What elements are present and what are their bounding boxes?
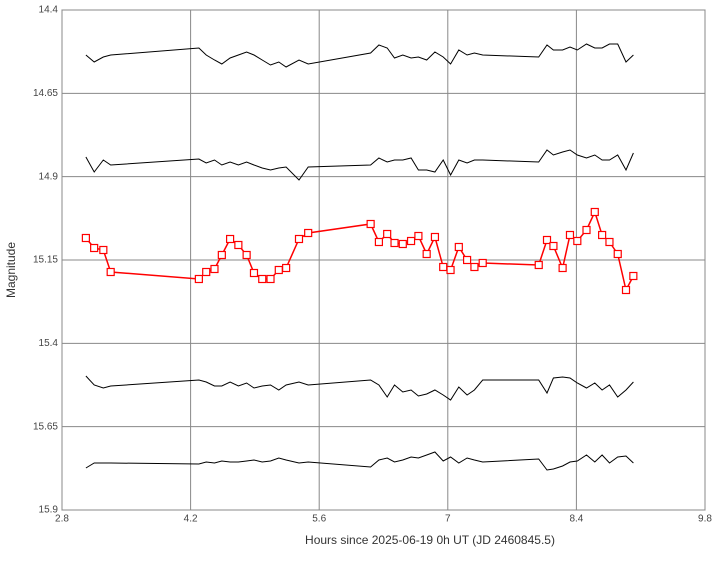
data-point	[249, 268, 259, 278]
y-tick-label: 15.4	[39, 338, 59, 349]
data-point	[390, 238, 399, 248]
y-tick-label: 14.65	[33, 88, 58, 99]
data-point	[217, 250, 226, 260]
x-tick-label: 2.8	[55, 514, 69, 525]
data-point	[81, 233, 90, 243]
data-point	[613, 249, 622, 259]
x-tick-label: 7	[445, 514, 451, 525]
data-point	[470, 262, 479, 272]
data-point	[282, 263, 291, 273]
data-point	[439, 262, 448, 272]
series-line	[85, 43, 634, 68]
data-point	[565, 230, 575, 240]
data-point	[534, 260, 543, 270]
y-tick-label: 15.65	[33, 421, 58, 432]
series-line	[85, 451, 634, 471]
data-point	[374, 237, 384, 247]
data-point	[266, 274, 275, 284]
series-line	[85, 375, 634, 401]
data-point	[558, 263, 567, 273]
data-point	[366, 219, 375, 229]
data-point	[225, 234, 235, 244]
data-point	[430, 232, 440, 242]
series-line	[85, 149, 634, 181]
data-point	[274, 265, 283, 275]
data-point	[478, 258, 487, 268]
data-point	[446, 265, 455, 275]
data-point	[258, 274, 267, 284]
data-point	[294, 234, 304, 244]
data-point	[304, 228, 313, 238]
data-point	[90, 243, 99, 253]
y-tick-label: 15.15	[33, 255, 58, 266]
data-point	[582, 225, 591, 235]
y-tick-label: 15.9	[39, 505, 59, 516]
data-point	[542, 235, 552, 245]
data-point	[605, 237, 614, 247]
x-tick-label: 8.4	[569, 514, 583, 525]
x-tick-label: 5.6	[312, 514, 326, 525]
data-point	[194, 274, 203, 284]
data-point	[106, 267, 115, 277]
data-point	[422, 249, 431, 259]
data-point	[234, 240, 243, 250]
data-point	[414, 231, 423, 241]
data-point	[210, 264, 219, 274]
data-point	[398, 239, 407, 249]
x-tick-label: 9.8	[698, 514, 712, 525]
data-point	[242, 250, 251, 260]
y-axis-title: Magnitude	[4, 242, 18, 298]
data-point	[406, 236, 416, 246]
data-point	[629, 271, 638, 281]
data-point	[202, 267, 211, 277]
data-point	[462, 255, 472, 265]
data-point	[99, 245, 108, 255]
data-point	[383, 229, 392, 239]
x-axis-title: Hours since 2025-06-19 0h UT (JD 2460845…	[305, 533, 555, 547]
data-point	[549, 241, 558, 251]
data-point	[590, 207, 599, 217]
data-point	[621, 285, 631, 295]
data-point	[598, 230, 607, 240]
data-point	[573, 236, 582, 246]
data-point	[454, 242, 463, 252]
y-tick-label: 14.4	[39, 5, 59, 16]
x-tick-label: 4.2	[184, 514, 198, 525]
y-tick-label: 14.9	[39, 171, 59, 182]
